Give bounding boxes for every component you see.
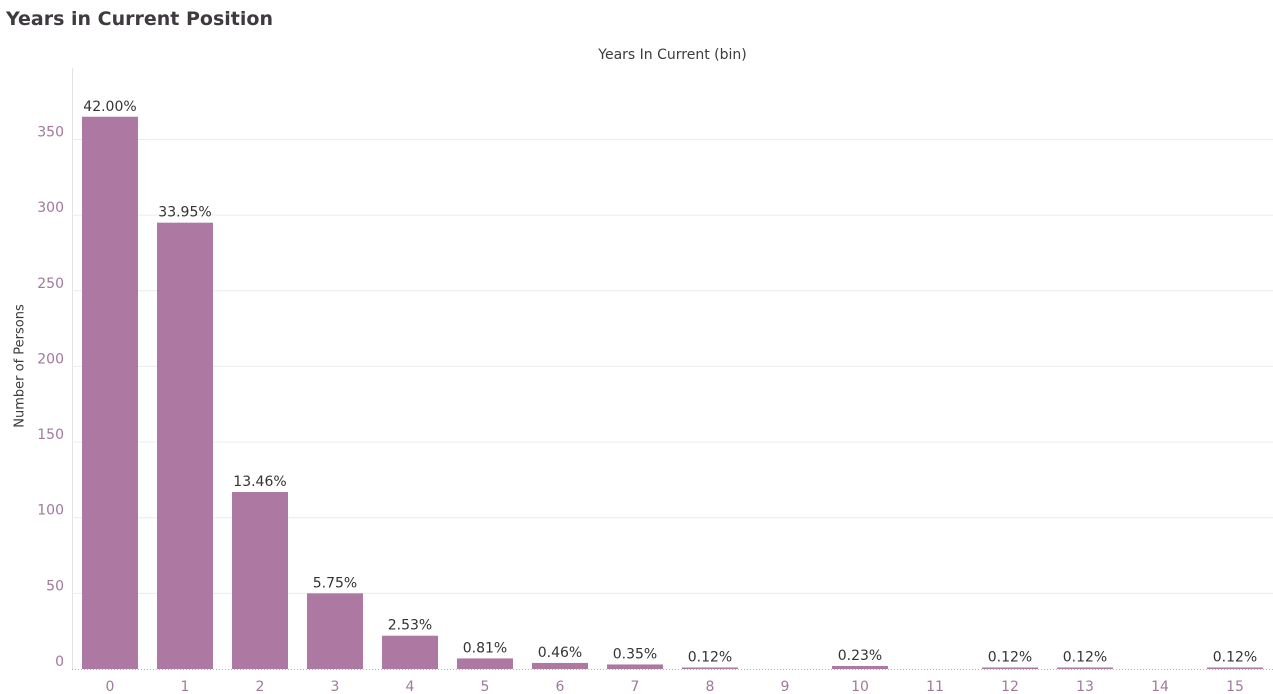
- x-tick-label: 10: [851, 679, 869, 694]
- data-label: 2.53%: [388, 618, 432, 634]
- data-label: 13.46%: [233, 474, 286, 490]
- y-tick-label: 200: [37, 351, 64, 367]
- bar: [307, 593, 363, 669]
- y-tick-label: 0: [55, 654, 64, 670]
- x-tick-label: 12: [1001, 679, 1019, 694]
- data-label: 42.00%: [83, 99, 136, 115]
- bar: [982, 667, 1038, 669]
- bar: [1057, 667, 1113, 669]
- x-tick-label: 1: [181, 679, 190, 694]
- x-axis-header: Years In Current (bin): [598, 47, 747, 63]
- data-label: 0.23%: [838, 648, 882, 664]
- bar: [832, 665, 888, 669]
- bar: [532, 662, 588, 669]
- data-label: 0.81%: [463, 640, 507, 656]
- x-tick-label: 11: [926, 679, 944, 694]
- data-label: 0.12%: [1063, 649, 1107, 665]
- bar: [157, 222, 213, 670]
- x-tick-label: 13: [1076, 679, 1094, 694]
- data-label: 5.75%: [313, 575, 357, 591]
- x-tick-label: 14: [1151, 679, 1169, 694]
- bar: [1207, 667, 1263, 669]
- x-tick-label: 4: [406, 679, 415, 694]
- y-tick-label: 150: [37, 427, 64, 443]
- y-tick-label: 300: [37, 200, 64, 216]
- y-tick-label: 250: [37, 276, 64, 292]
- data-label: 0.35%: [613, 646, 657, 662]
- x-tick-label: 2: [256, 679, 265, 694]
- x-tick-label: 0: [106, 679, 115, 694]
- x-tick-label: 6: [556, 679, 565, 694]
- y-tick-label: 50: [46, 578, 64, 594]
- chart-title: Years in Current Position: [6, 8, 273, 30]
- bar: [232, 491, 288, 669]
- data-label: 0.12%: [1213, 649, 1257, 665]
- x-tick-label: 15: [1226, 679, 1244, 694]
- data-label: 33.95%: [158, 205, 211, 221]
- x-tick-label: 3: [331, 679, 340, 694]
- x-tick-label: 5: [481, 679, 490, 694]
- data-label: 0.12%: [688, 649, 732, 665]
- x-tick-label: 9: [781, 679, 790, 694]
- bar: [682, 667, 738, 669]
- bar: [82, 116, 138, 669]
- bar: [607, 664, 663, 669]
- x-tick-label: 8: [706, 679, 715, 694]
- x-tick-label: 7: [631, 679, 640, 694]
- bar: [457, 658, 513, 669]
- data-label: 0.12%: [988, 649, 1032, 665]
- data-label: 0.46%: [538, 645, 582, 661]
- bar: [382, 635, 438, 669]
- y-tick-label: 100: [37, 503, 64, 519]
- y-tick-label: 350: [37, 124, 64, 140]
